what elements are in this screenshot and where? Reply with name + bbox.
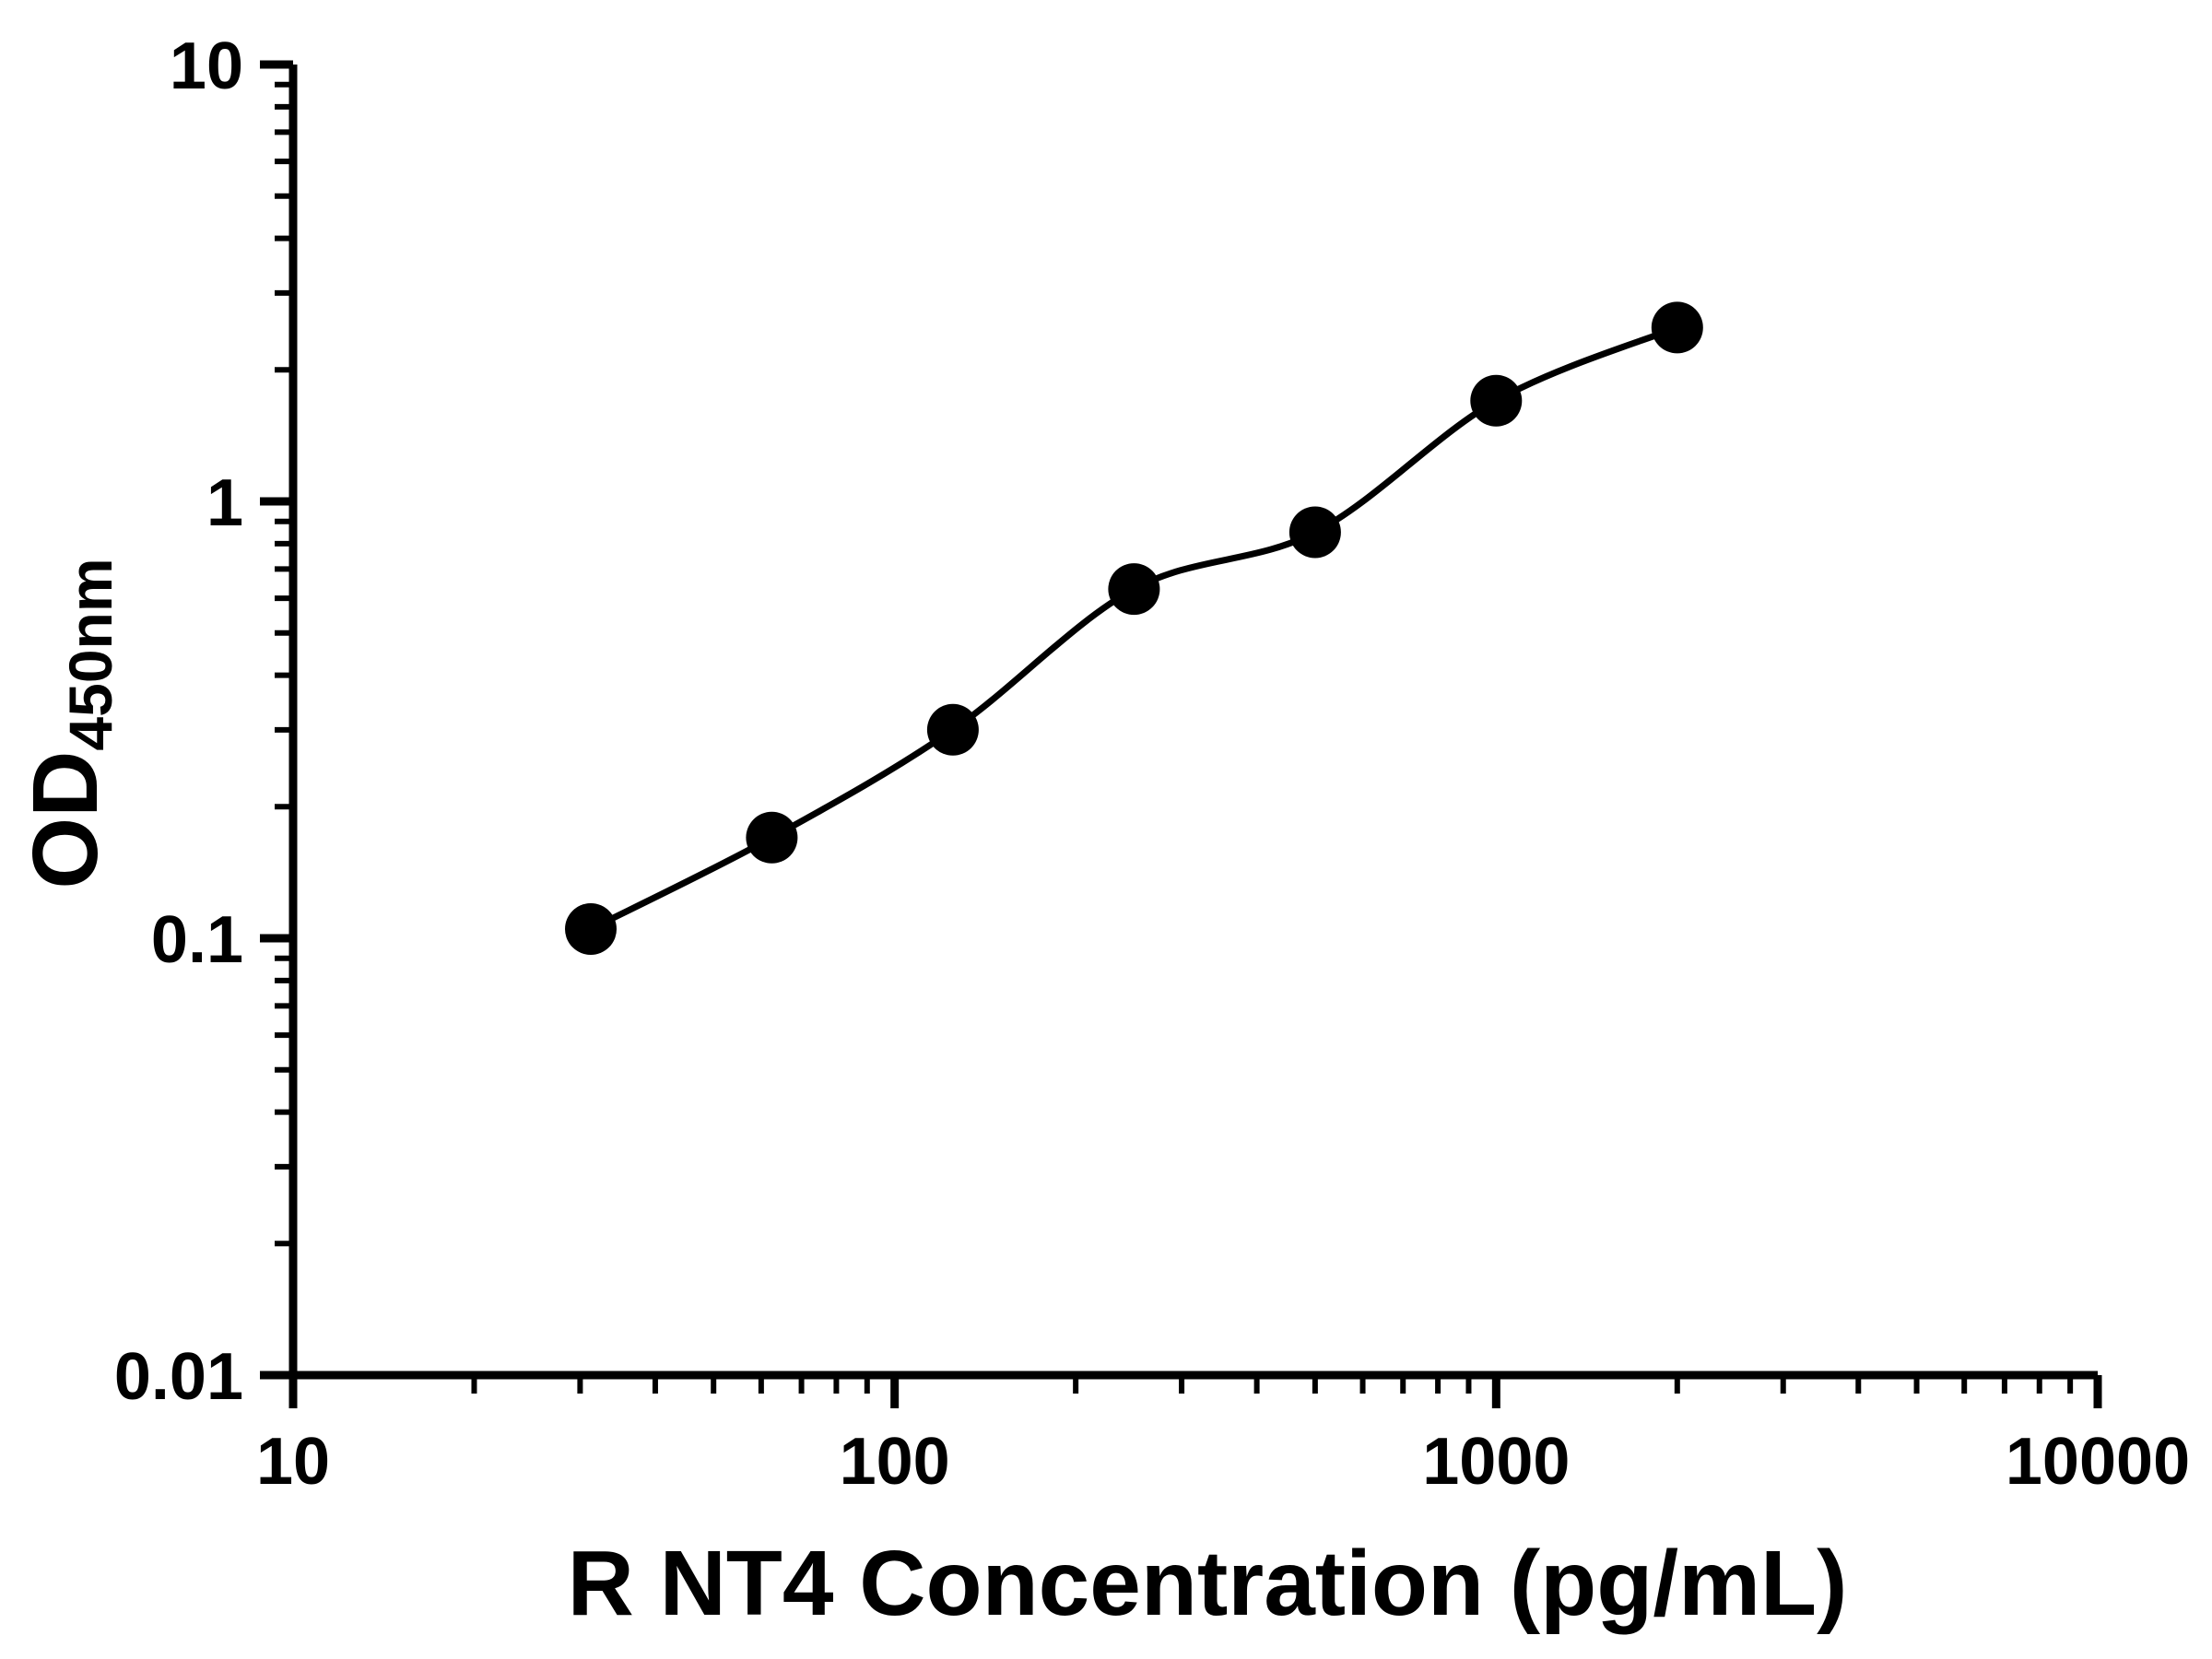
- x-tick-label: 10: [256, 1425, 330, 1499]
- data-point: [1288, 506, 1341, 559]
- axis-spine: [288, 65, 2098, 1380]
- tick-layer: [260, 60, 2102, 1408]
- data-point: [1651, 301, 1703, 354]
- data-point: [1470, 374, 1523, 427]
- x-tick-label: 1000: [1422, 1425, 1570, 1499]
- y-tick-label: 0.1: [151, 903, 243, 977]
- data-point: [926, 703, 979, 756]
- x-tick-label: 100: [840, 1425, 950, 1499]
- data-point: [746, 811, 798, 864]
- y-tick-label: 10: [170, 29, 243, 103]
- y-axis-title: OD450nm: [14, 558, 124, 888]
- axes-layer: [288, 65, 2098, 1380]
- data-point: [1108, 563, 1160, 616]
- y-axis-title-subscript: 450nm: [56, 558, 124, 750]
- data-point: [565, 903, 617, 955]
- x-axis-title: R NT4 Concentration (pg/mL): [568, 1532, 1848, 1635]
- y-tick-label: 1: [206, 466, 243, 540]
- x-tick-label: 10000: [2006, 1425, 2190, 1499]
- plot-layer: [565, 301, 1703, 955]
- y-tick-label: 0.01: [114, 1340, 243, 1414]
- tick-label-layer: 10 100 1000 10000 0.01 0.1 1 10: [114, 29, 2190, 1499]
- y-axis-title-main: OD: [14, 751, 117, 889]
